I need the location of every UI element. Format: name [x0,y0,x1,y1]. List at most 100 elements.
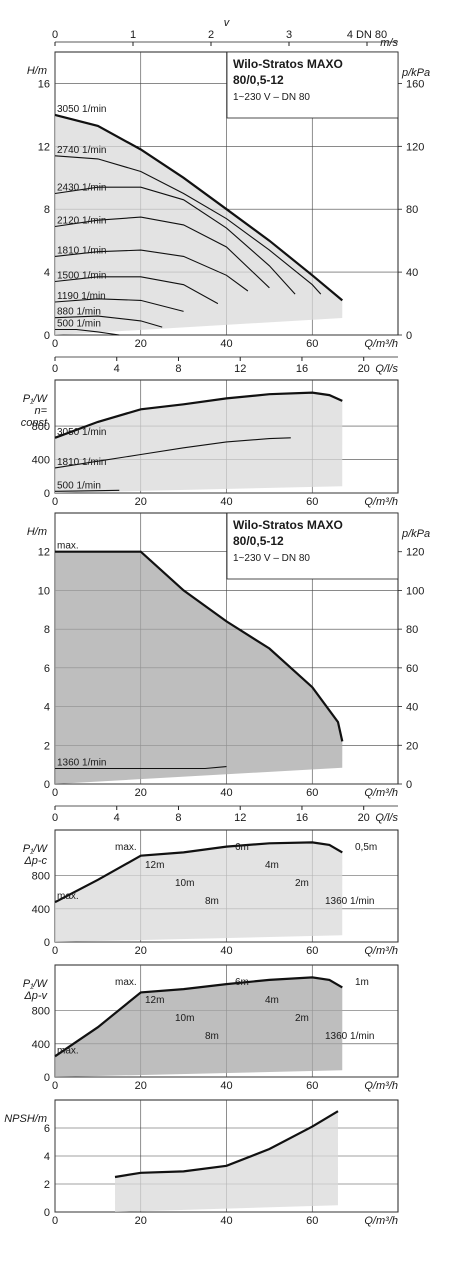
annotation-label: 1m [355,977,369,988]
panel-5: 0 20 40 60 0 400 800 P₁/WΔp-v Q/m³/h max. max. 12m 1… [23,964,399,1092]
y-tick-label: 6 [44,663,50,675]
annotation-label: 8m [205,896,219,907]
x-tick-label: 20 [135,945,147,957]
y-tick-label: 0 [44,330,50,342]
y2-tick-label: 20 [406,740,418,752]
y2-tick-label: 40 [406,267,418,279]
x-axis-label: Q/m³/h [364,787,398,799]
ql-axis-label: Q/l/s [375,363,398,375]
annotation-label: 4m [265,860,279,871]
y2-tick-label: 80 [406,624,418,636]
operating-area [55,977,343,1077]
operating-area [115,1111,338,1212]
series-label: 2430 1/min [57,183,106,194]
x-tick-label: 20 [135,787,147,799]
y-tick-label: 4 [44,267,50,279]
y-tick-label: 2 [44,1179,50,1191]
x-axis-label: Q/m³/h [364,1080,398,1092]
y2-tick-label: 160 [406,78,424,90]
x-tick-label: 0 [52,1080,58,1092]
y-axis-label-3: const [21,417,48,429]
x-tick-label: 0 [52,496,58,508]
y-tick-label: 400 [32,1039,50,1051]
annotation-label: max. [115,977,137,988]
ql-tick-label: 4 [114,363,120,375]
x-tick-label: 60 [306,787,318,799]
y-axis-label: H/m [27,526,47,538]
y-tick-label: 10 [38,585,50,597]
y-tick-label: 0 [44,1207,50,1219]
series-line [54,298,184,312]
series-label: 3050 1/min [57,104,106,115]
series-label: 2120 1/min [57,216,106,227]
series-label: 1810 1/min [57,457,106,468]
y-tick-label: 4 [44,702,50,714]
y-axis-label-2: Δp-c [23,855,47,867]
x-tick-label: 60 [306,945,318,957]
series-label: 500 1/min [57,318,101,329]
annotation-label: 12m [145,860,164,871]
ql-tick-label: 20 [358,363,370,375]
chart-model: 80/0,5-12 [233,73,284,87]
y-tick-label: 8 [44,204,50,216]
series-line [55,328,120,336]
v-tick-label: 4 DN 80 [347,29,387,41]
x-axis-label: Q/m³/h [364,496,398,508]
x-tick-label: 20 [135,496,147,508]
y2-tick-label: 60 [406,663,418,675]
y-tick-label: 400 [32,455,50,467]
x-tick-label: 20 [135,1080,147,1092]
chart-title: Wilo-Stratos MAXO [233,518,343,532]
series-line [55,550,344,742]
y-tick-label: 800 [32,421,50,433]
series-line [54,391,343,439]
series-line [54,216,270,289]
series-label: 1360 1/min [57,758,106,769]
panel-1: 0 20 40 60048121604080120160p/kPaH/mQ/m³/h0… [27,17,430,375]
y2-tick-label: 80 [406,204,418,216]
series-line [54,489,120,492]
ql-tick-label: 8 [175,812,181,824]
y-axis-label: P₁/W [23,843,49,855]
y-tick-label: 8 [44,624,50,636]
ql-tick-label: 4 [114,812,120,824]
x-tick-label: 20 [135,1215,147,1227]
annotation-label: 10m [175,878,194,889]
x-tick-label: 60 [306,496,318,508]
annotation-label: max. [115,842,137,853]
title-box [226,51,399,119]
x-tick-label: 40 [220,1080,232,1092]
ql-tick-label: 20 [358,812,370,824]
annotation-label: 12m [145,995,164,1006]
annotation-label: 8m [205,1031,219,1042]
annotation-label: 6m [235,842,249,853]
x-tick-label: 40 [220,496,232,508]
y2-axis-label: p/kPa [401,67,430,79]
series-line [54,249,249,292]
series-label: 3050 1/min [57,427,106,438]
y-tick-label: 0 [44,488,50,500]
x-tick-label: 20 [135,338,147,350]
v-tick-label: 3 [286,29,292,41]
ql-tick-label: 12 [234,812,246,824]
series-label: max. [57,891,79,902]
x-tick-label: 0 [52,1215,58,1227]
panel-4: 0 20 40 60 0 400 800 P₁/WΔp-c Q/m³/h max. max. 12m 1… [23,829,399,957]
annotation-label: 4m [265,995,279,1006]
ql-tick-label: 8 [175,363,181,375]
series-line [54,841,343,904]
series-label: 1500 1/min [57,271,106,282]
operating-area [55,114,343,336]
series-line [54,113,344,302]
panel-2: 0 20 40 60 0 400 800 P₁/Wn=const Q/m³/h 3050 1/mi… [21,379,399,508]
series-label: 2740 1/min [57,145,106,156]
y-axis-label-2: Δp-v [23,990,48,1002]
y-tick-label: 6 [44,1123,50,1135]
y-tick-label: 0 [44,779,50,791]
y-tick-label: 800 [32,1006,50,1018]
ql-tick-label: 16 [296,363,308,375]
y-tick-label: 800 [32,871,50,883]
annotation-label: 10m [175,1013,194,1024]
x-tick-label: 60 [306,1080,318,1092]
